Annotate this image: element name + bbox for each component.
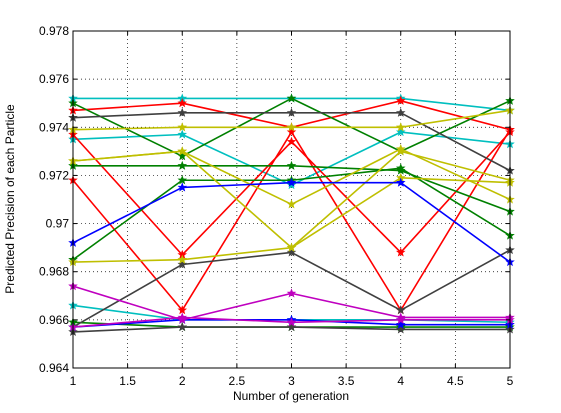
- data-point: [177, 146, 188, 156]
- x-axis-label: Number of generation: [233, 389, 349, 403]
- data-point: [395, 122, 406, 132]
- data-point: [395, 314, 406, 324]
- x-tick-label: 2.5: [229, 374, 246, 388]
- data-point: [286, 107, 297, 117]
- data-point: [395, 95, 406, 105]
- data-point: [395, 177, 406, 187]
- data-point: [286, 247, 297, 257]
- data-point: [177, 98, 188, 108]
- y-tick-label: 0.97: [46, 217, 70, 231]
- x-tick-label: 3: [288, 374, 295, 388]
- data-point: [395, 247, 406, 257]
- data-point: [286, 242, 297, 252]
- data-point: [286, 288, 297, 298]
- data-point: [395, 165, 406, 175]
- data-point: [286, 93, 297, 103]
- data-point: [395, 146, 406, 156]
- x-tick-label: 1: [70, 374, 77, 388]
- data-point: [286, 160, 297, 170]
- data-point: [177, 175, 188, 185]
- y-tick-label: 0.964: [39, 361, 69, 375]
- x-tick-label: 4.5: [447, 374, 464, 388]
- ticks: 1 1.5 2 2.5 3 3.5 4 4.5 5 0.964 0.966 0.968 0.97 0.97…: [39, 24, 514, 388]
- y-tick-label: 0.972: [39, 168, 69, 182]
- data-point: [286, 177, 297, 187]
- y-tick-label: 0.974: [39, 120, 69, 134]
- data-point: [286, 136, 297, 146]
- x-tick-label: 3.5: [338, 374, 355, 388]
- data-point: [177, 259, 188, 269]
- data-point: [177, 129, 188, 139]
- x-tick-label: 1.5: [119, 374, 136, 388]
- data-point: [286, 122, 297, 132]
- data-point: [286, 199, 297, 209]
- y-tick-label: 0.968: [39, 265, 69, 279]
- data-point: [177, 312, 188, 322]
- data-point: [177, 122, 188, 132]
- data-point: [177, 254, 188, 264]
- data-point: [177, 160, 188, 170]
- y-tick-label: 0.966: [39, 313, 69, 327]
- y-axis-label: Predicted Precision of each Particle: [3, 104, 17, 294]
- data-point: [395, 305, 406, 315]
- x-tick-label: 5: [507, 374, 514, 388]
- data-point: [286, 127, 297, 137]
- data-point: [395, 107, 406, 117]
- y-tick-label: 0.976: [39, 72, 69, 86]
- data-point: [177, 182, 188, 192]
- x-tick-label: 2: [179, 374, 186, 388]
- data-point: [395, 319, 406, 329]
- data-point: [286, 322, 297, 332]
- data-point: [177, 305, 188, 315]
- data-point: [395, 127, 406, 137]
- x-tick-label: 4: [397, 374, 404, 388]
- y-tick-label: 0.978: [39, 24, 69, 38]
- data-point: [286, 317, 297, 327]
- data-point: [177, 107, 188, 117]
- data-point: [395, 324, 406, 334]
- data-point: [177, 322, 188, 332]
